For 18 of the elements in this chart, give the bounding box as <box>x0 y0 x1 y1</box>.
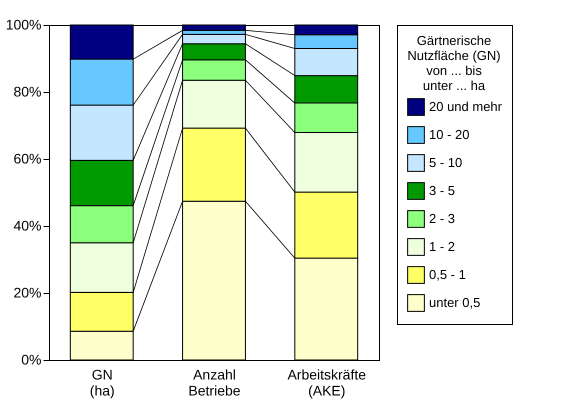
legend-title: Gärtnerische Nutzfläche (GN) von ... bis unter ... ha <box>407 33 501 93</box>
legend-label: 5 - 10 <box>429 155 462 170</box>
x-tick-label: Arbeitskräfte (AKE) <box>287 366 366 398</box>
y-tick-label: 60% <box>13 150 42 166</box>
y-tick-label: 80% <box>13 84 42 100</box>
legend-label: 2 - 3 <box>429 211 456 226</box>
y-tick-label: 20% <box>13 284 42 300</box>
x-tick-label: Anzahl Betriebe <box>188 366 241 398</box>
x-tick-label: GN (ha) <box>90 366 115 398</box>
y-tick-label: 40% <box>13 218 42 234</box>
y-tick-label: 100% <box>6 16 42 32</box>
legend-label: 0,5 - 1 <box>429 267 466 282</box>
y-tick-label: 0% <box>21 352 42 368</box>
legend-label: unter 0,5 <box>429 295 480 310</box>
legend-label: 10 - 20 <box>429 127 470 142</box>
legend-label: 3 - 5 <box>429 183 456 198</box>
legend-label: 1 - 2 <box>429 239 456 254</box>
legend-label: 20 und mehr <box>429 99 503 114</box>
